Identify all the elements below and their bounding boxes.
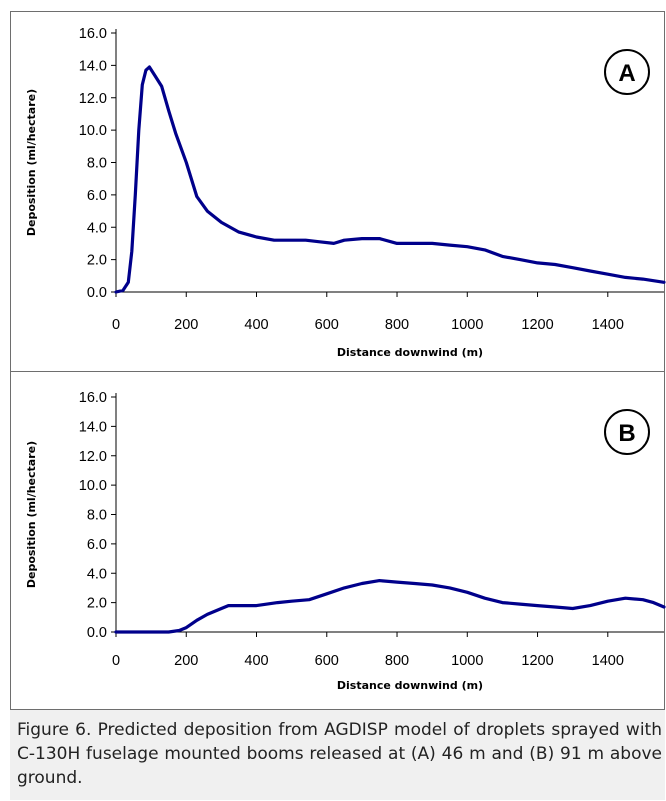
y-tick-label: 2.0 [87,596,107,612]
x-tick-label: 800 [385,653,409,669]
x-tick-label: 1400 [592,653,624,669]
chart-panel-b [10,372,665,710]
x-tick-label: 200 [174,653,198,669]
y-tick-label: 2.0 [87,253,107,269]
x-tick-label: 400 [244,317,268,333]
y-tick-label: 16.0 [79,390,107,406]
y-axis-title: Deposition (ml/hectare) [25,89,38,236]
series-line [114,65,666,294]
x-tick-label: 400 [244,653,268,669]
x-tick-label: 1000 [451,653,483,669]
panel-badge-label: A [618,60,635,87]
y-tick-label: 0.0 [87,625,107,641]
y-tick-label: 12.0 [79,449,107,465]
y-tick-label: 0.0 [87,285,107,301]
chart-b: 0.0 2.0 4.0 6.0 8.0 10.0 12.0 14.0 16.0 0 200 400 60… [25,390,666,692]
x-tick-label: 0 [112,653,120,669]
y-axis-title: Deposition (ml/hectare) [25,441,38,588]
x-tick-label: 1200 [521,317,553,333]
x-tick-label: 1200 [521,653,553,669]
y-tick-label: 12.0 [79,91,107,107]
series-line [114,579,666,634]
x-tick-label: 1000 [451,317,483,333]
figure-caption: Figure 6. Predicted deposition from AGDI… [17,720,662,788]
x-tick-label: 0 [112,317,120,333]
x-tick-label: 200 [174,317,198,333]
y-tick-label: 10.0 [79,478,107,494]
y-tick-label: 6.0 [87,188,107,204]
x-tick-label: 600 [315,653,339,669]
chart-a: 0.0 2.0 4.0 6.0 8.0 10.0 12.0 14.0 16.0 0 200 400 60… [25,26,666,359]
x-axis-title: Distance downwind (m) [337,346,483,359]
panel-badge-circle [604,49,650,95]
y-tick-label: 8.0 [87,508,107,524]
panel-badge-circle [604,409,650,455]
x-tick-label: 800 [385,317,409,333]
y-tick-label: 14.0 [79,58,107,74]
y-tick-label: 14.0 [79,419,107,435]
y-tick-label: 4.0 [87,566,107,582]
x-tick-label: 600 [315,317,339,333]
y-tick-label: 4.0 [87,220,107,236]
caption-box [10,710,665,800]
y-tick-label: 10.0 [79,123,107,139]
y-tick-label: 8.0 [87,156,107,172]
x-tick-label: 1400 [592,317,624,333]
chart-panel-a [10,11,665,372]
panel-badge-label: B [618,420,635,447]
y-tick-label: 16.0 [79,26,107,42]
x-axis-title: Distance downwind (m) [337,679,483,692]
y-tick-label: 6.0 [87,537,107,553]
